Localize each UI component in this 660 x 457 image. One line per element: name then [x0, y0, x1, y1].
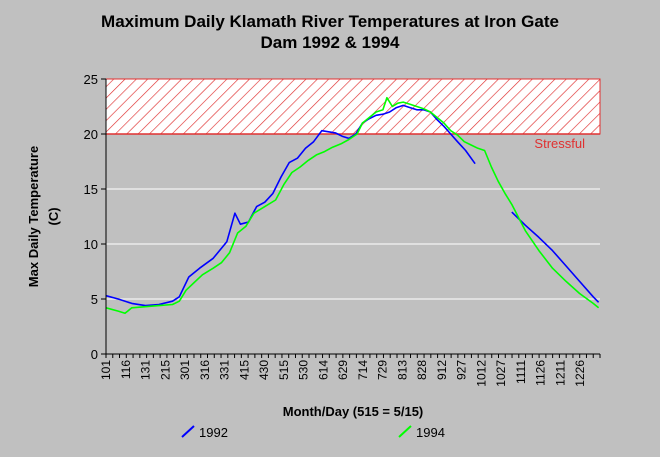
legend-swatch-1994 [398, 425, 412, 438]
legend-label-1994: 1994 [416, 425, 445, 440]
y-tick-label: 15 [84, 182, 98, 197]
y-axis-label-line: Max Daily Temperature [26, 146, 41, 287]
x-tick-label: 912 [435, 360, 449, 380]
stressful-label: Stressful [534, 136, 585, 151]
x-tick-label: 1027 [494, 360, 508, 387]
x-tick-label: 316 [198, 360, 212, 380]
legend-label-1992: 1992 [199, 425, 228, 440]
legend-swatch-1992 [181, 425, 195, 438]
series-line-1994 [105, 96, 600, 315]
chart-title-line-2: Dam 1992 & 1994 [260, 33, 400, 52]
series-line-1992 [511, 211, 600, 303]
x-tick-label: 215 [158, 360, 172, 380]
x-tick-label: 430 [257, 360, 271, 380]
chart-title-line-1: Maximum Daily Klamath River Temperatures… [101, 12, 559, 31]
x-tick-label: 131 [139, 360, 153, 380]
y-tick-label: 10 [84, 237, 98, 252]
series-line-1992 [105, 104, 476, 307]
x-tick-label: 813 [395, 360, 409, 380]
x-tick-label: 116 [119, 360, 133, 379]
x-tick-label: 927 [455, 360, 469, 380]
x-axis-label: Month/Day (515 = 5/15) [283, 404, 424, 419]
x-tick-label: 1012 [474, 360, 488, 387]
x-tick-label: 415 [237, 360, 251, 380]
x-tick-label: 301 [178, 360, 192, 380]
stressful-band [105, 78, 601, 135]
y-tick-label: 0 [91, 347, 98, 362]
x-tick-label: 1126 [534, 360, 548, 386]
x-tick-label: 729 [376, 360, 390, 380]
y-tick-label: 20 [84, 127, 98, 142]
x-tick-label: 331 [218, 360, 232, 380]
x-tick-label: 714 [356, 360, 370, 380]
y-axis-label-line: (C) [46, 207, 61, 225]
x-tick-label: 1211 [554, 360, 568, 386]
y-tick-label: 5 [91, 292, 98, 307]
x-tick-label: 1111 [514, 360, 528, 384]
x-tick-label: 629 [336, 360, 350, 380]
x-tick-label: 614 [316, 360, 330, 380]
x-tick-label: 515 [277, 360, 291, 380]
x-tick-label: 828 [415, 360, 429, 380]
x-tick-label: 530 [297, 360, 311, 380]
y-tick-label: 25 [84, 72, 98, 87]
x-tick-label: 1226 [573, 360, 587, 387]
x-tick-label: 101 [99, 360, 113, 380]
